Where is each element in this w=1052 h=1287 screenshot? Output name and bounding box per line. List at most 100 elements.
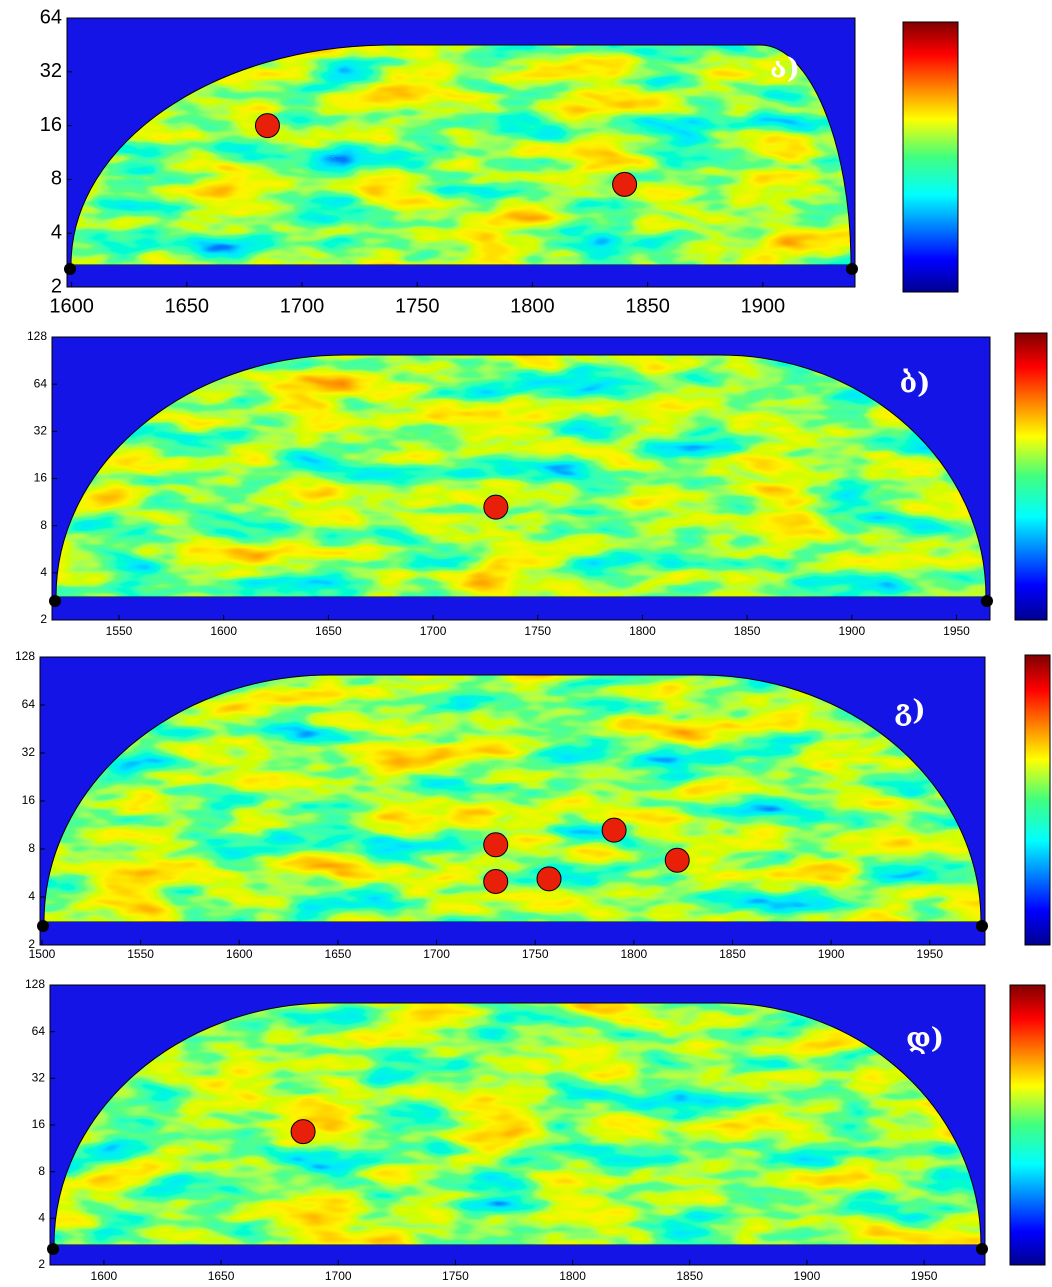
y-tick-label: 4 [40, 565, 47, 579]
x-tick-label: 1800 [559, 1269, 586, 1283]
plot-frame [49, 984, 986, 1266]
colorbar [902, 21, 959, 293]
colorbar [1024, 654, 1051, 946]
significant-region [483, 869, 509, 895]
y-tick-label: 16 [32, 1117, 46, 1131]
wavelet-panel: 2 4 8 16 32 64 128 1550 1600 1650 1700 1750 1800 1850… [27, 329, 1048, 638]
edge-marker [976, 1243, 988, 1255]
significant-region [664, 847, 690, 873]
x-tick-label: 1900 [818, 947, 845, 961]
y-tick-label: 2 [40, 612, 47, 626]
x-tick-label: 1550 [106, 624, 133, 638]
low-period-band [67, 265, 855, 287]
x-tick-label: 1700 [420, 624, 447, 638]
panel-label: გ) [894, 694, 925, 727]
y-tick-label: 4 [38, 1211, 45, 1225]
panel-label: ა) [770, 52, 800, 85]
y-tick-label: 128 [15, 649, 35, 663]
y-tick-label: 64 [22, 697, 36, 711]
low-period-band [40, 922, 985, 945]
x-tick-label: 1750 [524, 624, 551, 638]
y-tick-label: 64 [40, 6, 62, 28]
panel-label: დ) [906, 1022, 944, 1055]
wavelet-panel: 2 4 8 16 32 64 128 1600 1650 1700 1750 1800 1850 1900… [25, 977, 1046, 1283]
significant-region [483, 494, 509, 520]
x-tick-label: 1800 [620, 947, 647, 961]
x-tick-label: 1750 [522, 947, 549, 961]
x-tick-label: 1900 [741, 295, 786, 317]
significant-region [536, 866, 562, 892]
x-tick-label: 1650 [208, 1269, 235, 1283]
y-tick-label: 32 [34, 424, 48, 438]
power-field [44, 675, 981, 922]
edge-marker [846, 263, 858, 275]
plot-frame [66, 17, 856, 288]
low-period-band [50, 1245, 985, 1265]
significant-region [612, 171, 638, 197]
edge-marker [976, 920, 988, 932]
colorbar [1014, 332, 1048, 621]
edge-marker [49, 595, 61, 607]
y-tick-label: 16 [22, 793, 36, 807]
edge-marker [981, 595, 993, 607]
x-tick-label: 1550 [127, 947, 154, 961]
x-tick-label: 1900 [838, 624, 865, 638]
x-tick-label: 1850 [734, 624, 761, 638]
significant-region [483, 832, 509, 858]
plot-frame [39, 656, 986, 946]
y-tick-label: 4 [28, 889, 35, 903]
power-field [54, 1003, 981, 1245]
edge-marker [47, 1243, 59, 1255]
x-tick-label: 1850 [676, 1269, 703, 1283]
x-tick-label: 1600 [210, 624, 237, 638]
edge-marker [37, 920, 49, 932]
x-tick-label: 1600 [91, 1269, 118, 1283]
y-tick-label: 16 [40, 114, 62, 136]
x-tick-label: 1800 [629, 624, 656, 638]
y-tick-label: 128 [27, 329, 47, 343]
cone-of-influence [43, 674, 982, 923]
x-tick-label: 1600 [226, 947, 253, 961]
cone-of-influence [55, 354, 987, 598]
significant-region [254, 113, 280, 139]
x-tick-label: 1950 [916, 947, 943, 961]
significant-region [290, 1119, 316, 1145]
y-tick-label: 16 [34, 471, 48, 485]
low-period-band [52, 597, 990, 620]
x-tick-label: 1800 [510, 295, 555, 317]
y-tick-label: 4 [51, 221, 62, 243]
plot-frame [51, 336, 991, 621]
y-tick-label: 128 [25, 977, 45, 991]
y-tick-label: 64 [32, 1024, 46, 1038]
x-tick-label: 1500 [29, 947, 56, 961]
x-tick-label: 1700 [325, 1269, 352, 1283]
wavelet-panel: 2 4 8 16 32 64 128 1500 1550 1600 1650 1700 1750 1800… [15, 649, 1051, 961]
y-tick-label: 2 [51, 275, 62, 297]
wavelet-panel: 2 4 8 16 32 64 1600 1650 1700 1750 1800 1850 1900 ა) [40, 6, 959, 317]
x-tick-label: 1850 [625, 295, 670, 317]
x-tick-label: 1950 [911, 1269, 938, 1283]
x-tick-label: 1600 [49, 295, 94, 317]
y-tick-label: 8 [40, 518, 47, 532]
x-tick-label: 1650 [165, 295, 210, 317]
power-field [56, 355, 986, 597]
cone-of-influence [70, 44, 852, 266]
x-tick-label: 1750 [442, 1269, 469, 1283]
x-tick-label: 1850 [719, 947, 746, 961]
x-tick-label: 1700 [423, 947, 450, 961]
y-tick-label: 32 [22, 745, 36, 759]
x-tick-label: 1750 [395, 295, 440, 317]
edge-marker [64, 263, 76, 275]
y-tick-label: 2 [38, 1257, 45, 1271]
cone-of-influence [53, 1002, 982, 1246]
y-tick-label: 64 [34, 376, 48, 390]
x-tick-label: 1900 [794, 1269, 821, 1283]
significant-region [601, 817, 627, 843]
x-tick-label: 1650 [325, 947, 352, 961]
y-tick-label: 2 [28, 937, 35, 951]
x-tick-label: 1700 [280, 295, 325, 317]
colorbar [1009, 984, 1046, 1266]
x-tick-label: 1650 [315, 624, 342, 638]
y-tick-label: 8 [51, 168, 62, 190]
